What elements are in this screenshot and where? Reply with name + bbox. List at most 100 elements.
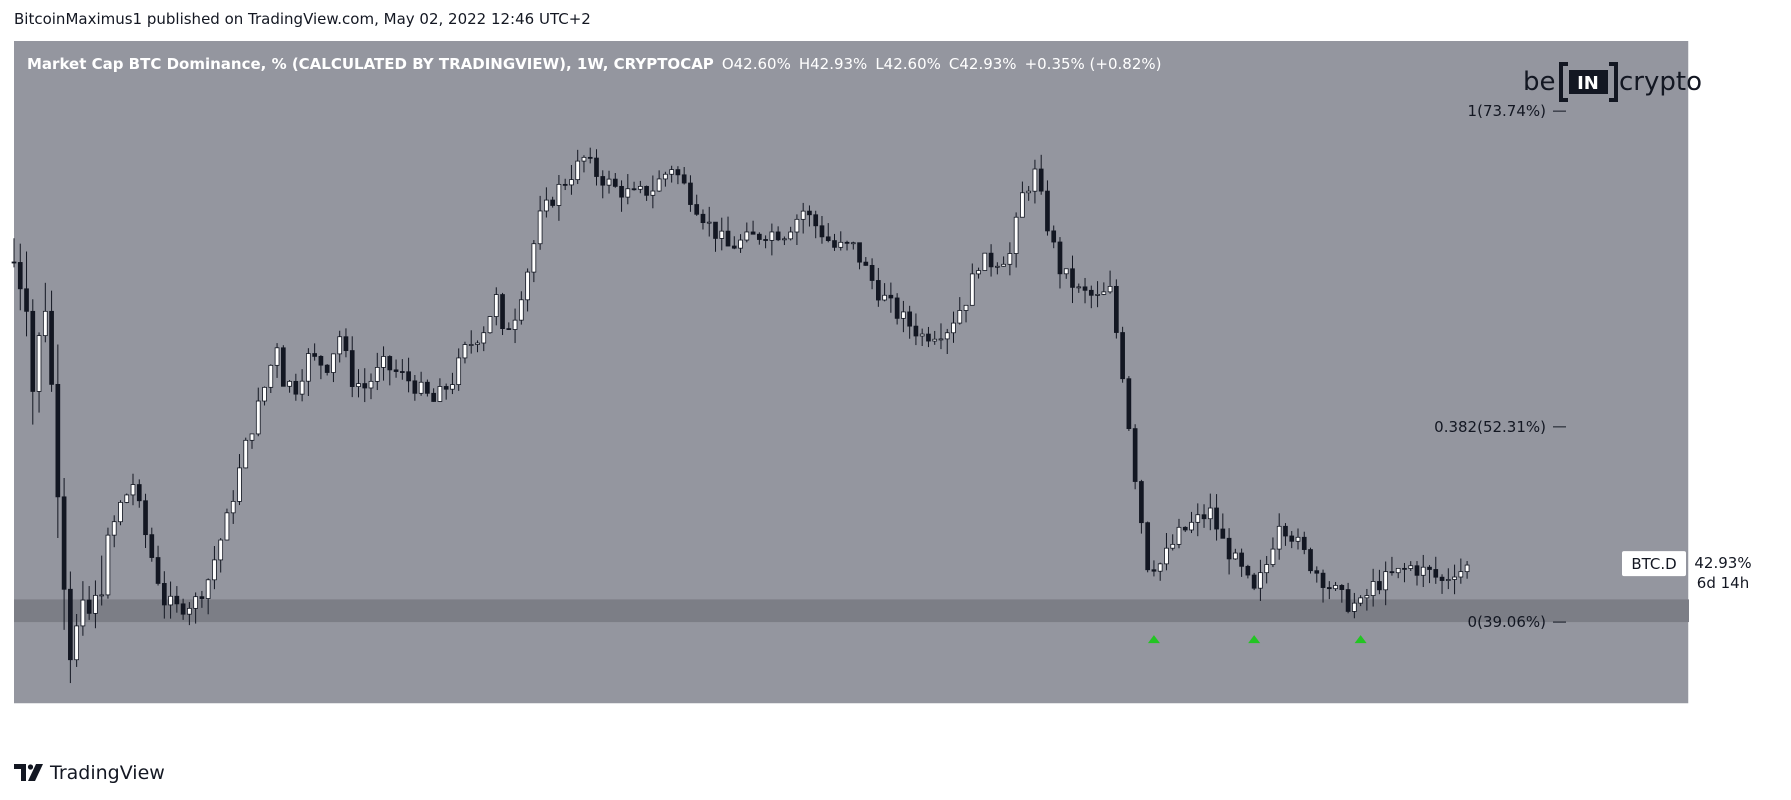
candle — [1082, 277, 1088, 304]
candle — [769, 223, 775, 256]
last-price-value: 42.93% — [1694, 554, 1751, 572]
candle — [412, 374, 418, 401]
candle-body — [237, 467, 242, 502]
candle — [518, 291, 524, 325]
y-tick: 76.00% — [1689, 69, 1759, 87]
x-tick-label: 2020 — [684, 718, 726, 736]
svg-text:be: be — [1523, 67, 1556, 97]
candle-body — [1233, 552, 1238, 560]
plot-area[interactable] — [14, 41, 1689, 704]
candle — [1139, 479, 1144, 534]
candle — [36, 332, 42, 413]
candle — [49, 290, 54, 392]
candle — [1301, 531, 1307, 555]
candle — [93, 580, 98, 629]
candle — [17, 243, 23, 311]
candle-body — [926, 333, 931, 342]
candle — [1289, 531, 1295, 549]
candle-body — [1170, 543, 1176, 549]
y-tick-label: 56.00% — [1701, 364, 1758, 382]
candle-body — [663, 173, 668, 180]
candle-body — [1226, 537, 1232, 560]
candle-body — [1464, 564, 1470, 573]
candle-body — [187, 607, 192, 615]
candle — [1057, 237, 1063, 289]
candle-body — [1427, 566, 1432, 570]
candle-body — [1383, 571, 1389, 591]
candle — [901, 300, 906, 333]
candle-body — [706, 221, 712, 224]
candle — [1226, 528, 1232, 575]
candle-body — [656, 178, 662, 192]
candle-body — [1001, 263, 1006, 267]
candle — [1258, 559, 1263, 601]
fib-level: 0.382(52.31%) — [1434, 418, 1566, 436]
candle — [1157, 562, 1163, 581]
candle — [381, 346, 386, 381]
svg-text:IN: IN — [1577, 73, 1599, 94]
candle-body — [443, 386, 449, 390]
header-change: +0.35% (+0.82%) — [1025, 55, 1162, 73]
candle — [42, 282, 48, 343]
x-tick: Jun — [1481, 704, 1506, 736]
candle — [306, 348, 311, 396]
candle — [1145, 521, 1151, 573]
publish-line: BitcoinMaximus1 published on TradingView… — [14, 10, 591, 28]
y-tick-label: 52.00% — [1701, 422, 1758, 440]
candle — [468, 330, 474, 354]
candle — [1345, 582, 1351, 614]
candle-body — [312, 353, 317, 357]
candle — [218, 538, 224, 573]
candle — [894, 293, 900, 325]
tradingview-footer[interactable]: TradingView — [14, 762, 165, 784]
candle — [268, 364, 274, 393]
candle — [11, 238, 17, 268]
candle-body — [299, 380, 305, 395]
candle — [111, 515, 117, 548]
y-tick: 52.00% — [1689, 422, 1759, 440]
candle-body — [1182, 526, 1188, 531]
candle-body — [1201, 514, 1207, 520]
candle — [456, 348, 462, 391]
candle — [562, 178, 568, 191]
candle-body — [1126, 378, 1132, 430]
candle-body — [600, 176, 606, 186]
candle-body — [456, 357, 462, 385]
candle — [68, 571, 73, 684]
candle — [537, 195, 543, 250]
candle-body — [1007, 253, 1013, 265]
candle-body — [1420, 566, 1426, 576]
candle — [876, 267, 881, 307]
candle — [1270, 537, 1276, 568]
candle — [331, 353, 336, 383]
candle-body — [1402, 567, 1407, 570]
candle-body — [738, 239, 743, 249]
candle — [926, 326, 931, 348]
candle-body — [669, 169, 674, 175]
candle — [907, 305, 913, 339]
candle — [199, 590, 205, 608]
candle — [1239, 548, 1244, 577]
time-axis[interactable]: 2018 Jun 2019 Jun 2020 Jun 2021 Jun 2022 Jun 20 — [31, 704, 1696, 736]
candle-body — [907, 311, 913, 327]
candle — [1339, 584, 1345, 603]
candle-body — [562, 183, 568, 186]
candle-body — [55, 383, 61, 498]
candle-body — [938, 338, 944, 341]
header-symbol: Market Cap BTC Dominance, % (CALCULATED … — [27, 55, 714, 73]
x-tick: 2021 — [1011, 704, 1053, 736]
x-tick-label: 2022 — [1338, 718, 1380, 736]
candle-body — [1345, 589, 1351, 612]
candle — [124, 493, 130, 504]
candle — [825, 223, 831, 243]
candle-body — [481, 332, 487, 344]
header-low-label: L — [875, 55, 884, 73]
candle-body — [888, 294, 894, 299]
candle-body — [1195, 514, 1201, 523]
candle-body — [637, 185, 643, 190]
candle — [193, 592, 198, 624]
fib-level-label: 1(73.74%) — [1468, 102, 1546, 120]
candle — [919, 328, 925, 347]
candle-body — [807, 210, 812, 216]
